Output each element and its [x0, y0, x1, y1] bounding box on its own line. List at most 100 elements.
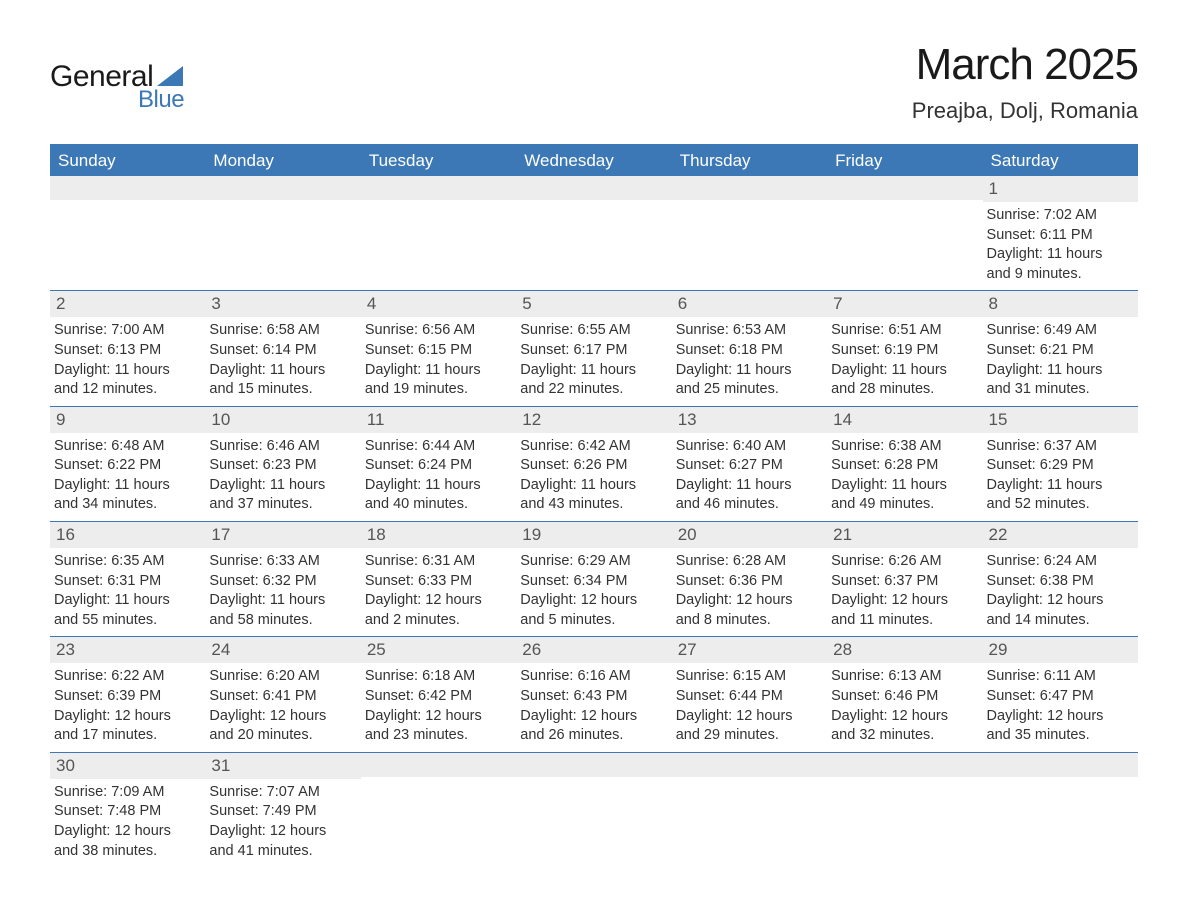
sunrise-text: Sunrise: 6:28 AM [676, 552, 823, 572]
calendar-cell: 11Sunrise: 6:44 AMSunset: 6:24 PMDayligh… [361, 407, 516, 521]
cell-body: Sunrise: 6:53 AMSunset: 6:18 PMDaylight:… [672, 317, 827, 405]
calendar: SundayMondayTuesdayWednesdayThursdayFrid… [50, 144, 1138, 867]
day-number: 4 [361, 291, 516, 317]
day-number: 29 [983, 637, 1138, 663]
daylight-text: and 58 minutes. [209, 611, 356, 631]
day-header: Wednesday [516, 146, 671, 176]
sunset-text: Sunset: 6:15 PM [365, 341, 512, 361]
cell-body: Sunrise: 6:40 AMSunset: 6:27 PMDaylight:… [672, 433, 827, 521]
day-number: 10 [205, 407, 360, 433]
daylight-text: Daylight: 12 hours [831, 591, 978, 611]
daylight-text: and 5 minutes. [520, 611, 667, 631]
daylight-text: Daylight: 12 hours [831, 707, 978, 727]
cell-body: Sunrise: 6:29 AMSunset: 6:34 PMDaylight:… [516, 548, 671, 636]
sunset-text: Sunset: 6:39 PM [54, 687, 201, 707]
calendar-cell: 29Sunrise: 6:11 AMSunset: 6:47 PMDayligh… [983, 637, 1138, 751]
day-number [361, 176, 516, 200]
calendar-cell: 21Sunrise: 6:26 AMSunset: 6:37 PMDayligh… [827, 522, 982, 636]
daylight-text: and 14 minutes. [987, 611, 1134, 631]
cell-body: Sunrise: 6:56 AMSunset: 6:15 PMDaylight:… [361, 317, 516, 405]
sunset-text: Sunset: 6:31 PM [54, 572, 201, 592]
day-number [672, 753, 827, 777]
day-number: 26 [516, 637, 671, 663]
sunrise-text: Sunrise: 6:35 AM [54, 552, 201, 572]
page-header: General Blue March 2025 Preajba, Dolj, R… [50, 40, 1138, 126]
sunrise-text: Sunrise: 6:38 AM [831, 437, 978, 457]
daylight-text: Daylight: 12 hours [365, 707, 512, 727]
calendar-cell: 7Sunrise: 6:51 AMSunset: 6:19 PMDaylight… [827, 291, 982, 405]
daylight-text: Daylight: 11 hours [831, 476, 978, 496]
daylight-text: Daylight: 11 hours [209, 476, 356, 496]
day-header-row: SundayMondayTuesdayWednesdayThursdayFrid… [50, 146, 1138, 176]
sunrise-text: Sunrise: 6:20 AM [209, 667, 356, 687]
calendar-cell: 14Sunrise: 6:38 AMSunset: 6:28 PMDayligh… [827, 407, 982, 521]
sunset-text: Sunset: 6:29 PM [987, 456, 1134, 476]
sunrise-text: Sunrise: 6:31 AM [365, 552, 512, 572]
calendar-cell: 26Sunrise: 6:16 AMSunset: 6:43 PMDayligh… [516, 637, 671, 751]
sunrise-text: Sunrise: 6:16 AM [520, 667, 667, 687]
calendar-cell [827, 176, 982, 290]
sunrise-text: Sunrise: 7:00 AM [54, 321, 201, 341]
calendar-cell: 2Sunrise: 7:00 AMSunset: 6:13 PMDaylight… [50, 291, 205, 405]
day-number: 17 [205, 522, 360, 548]
sunset-text: Sunset: 6:36 PM [676, 572, 823, 592]
cell-body: Sunrise: 6:51 AMSunset: 6:19 PMDaylight:… [827, 317, 982, 405]
cell-body: Sunrise: 6:16 AMSunset: 6:43 PMDaylight:… [516, 663, 671, 751]
sunrise-text: Sunrise: 6:44 AM [365, 437, 512, 457]
sunset-text: Sunset: 6:19 PM [831, 341, 978, 361]
daylight-text: Daylight: 12 hours [365, 591, 512, 611]
cell-body: Sunrise: 6:46 AMSunset: 6:23 PMDaylight:… [205, 433, 360, 521]
sunrise-text: Sunrise: 6:40 AM [676, 437, 823, 457]
day-number: 30 [50, 753, 205, 779]
day-header: Monday [205, 146, 360, 176]
sunset-text: Sunset: 6:18 PM [676, 341, 823, 361]
calendar-cell: 1Sunrise: 7:02 AMSunset: 6:11 PMDaylight… [983, 176, 1138, 290]
sunset-text: Sunset: 6:27 PM [676, 456, 823, 476]
sunset-text: Sunset: 6:42 PM [365, 687, 512, 707]
daylight-text: Daylight: 11 hours [987, 476, 1134, 496]
sunrise-text: Sunrise: 6:55 AM [520, 321, 667, 341]
sunrise-text: Sunrise: 6:51 AM [831, 321, 978, 341]
calendar-cell [672, 176, 827, 290]
cell-body: Sunrise: 6:22 AMSunset: 6:39 PMDaylight:… [50, 663, 205, 751]
day-number [827, 753, 982, 777]
day-number [827, 176, 982, 200]
title-block: March 2025 Preajba, Dolj, Romania [912, 40, 1138, 126]
sunset-text: Sunset: 6:37 PM [831, 572, 978, 592]
day-number: 6 [672, 291, 827, 317]
day-number: 5 [516, 291, 671, 317]
day-number [516, 176, 671, 200]
daylight-text: Daylight: 12 hours [209, 822, 356, 842]
calendar-week: 1Sunrise: 7:02 AMSunset: 6:11 PMDaylight… [50, 176, 1138, 290]
sunset-text: Sunset: 6:46 PM [831, 687, 978, 707]
calendar-week: 16Sunrise: 6:35 AMSunset: 6:31 PMDayligh… [50, 521, 1138, 636]
sunset-text: Sunset: 6:44 PM [676, 687, 823, 707]
daylight-text: and 31 minutes. [987, 380, 1134, 400]
sunset-text: Sunset: 6:21 PM [987, 341, 1134, 361]
sunrise-text: Sunrise: 6:29 AM [520, 552, 667, 572]
sunset-text: Sunset: 6:34 PM [520, 572, 667, 592]
daylight-text: and 19 minutes. [365, 380, 512, 400]
day-number: 15 [983, 407, 1138, 433]
sunrise-text: Sunrise: 6:15 AM [676, 667, 823, 687]
calendar-cell [516, 176, 671, 290]
cell-body: Sunrise: 6:42 AMSunset: 6:26 PMDaylight:… [516, 433, 671, 521]
sunrise-text: Sunrise: 6:18 AM [365, 667, 512, 687]
day-number: 31 [205, 753, 360, 779]
cell-body: Sunrise: 6:20 AMSunset: 6:41 PMDaylight:… [205, 663, 360, 751]
day-number [205, 176, 360, 200]
daylight-text: Daylight: 11 hours [831, 361, 978, 381]
daylight-text: and 52 minutes. [987, 495, 1134, 515]
daylight-text: and 9 minutes. [987, 265, 1134, 285]
daylight-text: and 46 minutes. [676, 495, 823, 515]
cell-body: Sunrise: 6:38 AMSunset: 6:28 PMDaylight:… [827, 433, 982, 521]
calendar-cell: 9Sunrise: 6:48 AMSunset: 6:22 PMDaylight… [50, 407, 205, 521]
day-number: 12 [516, 407, 671, 433]
sunset-text: Sunset: 6:43 PM [520, 687, 667, 707]
day-number [50, 176, 205, 200]
sunset-text: Sunset: 6:24 PM [365, 456, 512, 476]
cell-body: Sunrise: 6:26 AMSunset: 6:37 PMDaylight:… [827, 548, 982, 636]
calendar-cell [361, 753, 516, 867]
day-number: 25 [361, 637, 516, 663]
daylight-text: Daylight: 11 hours [54, 591, 201, 611]
